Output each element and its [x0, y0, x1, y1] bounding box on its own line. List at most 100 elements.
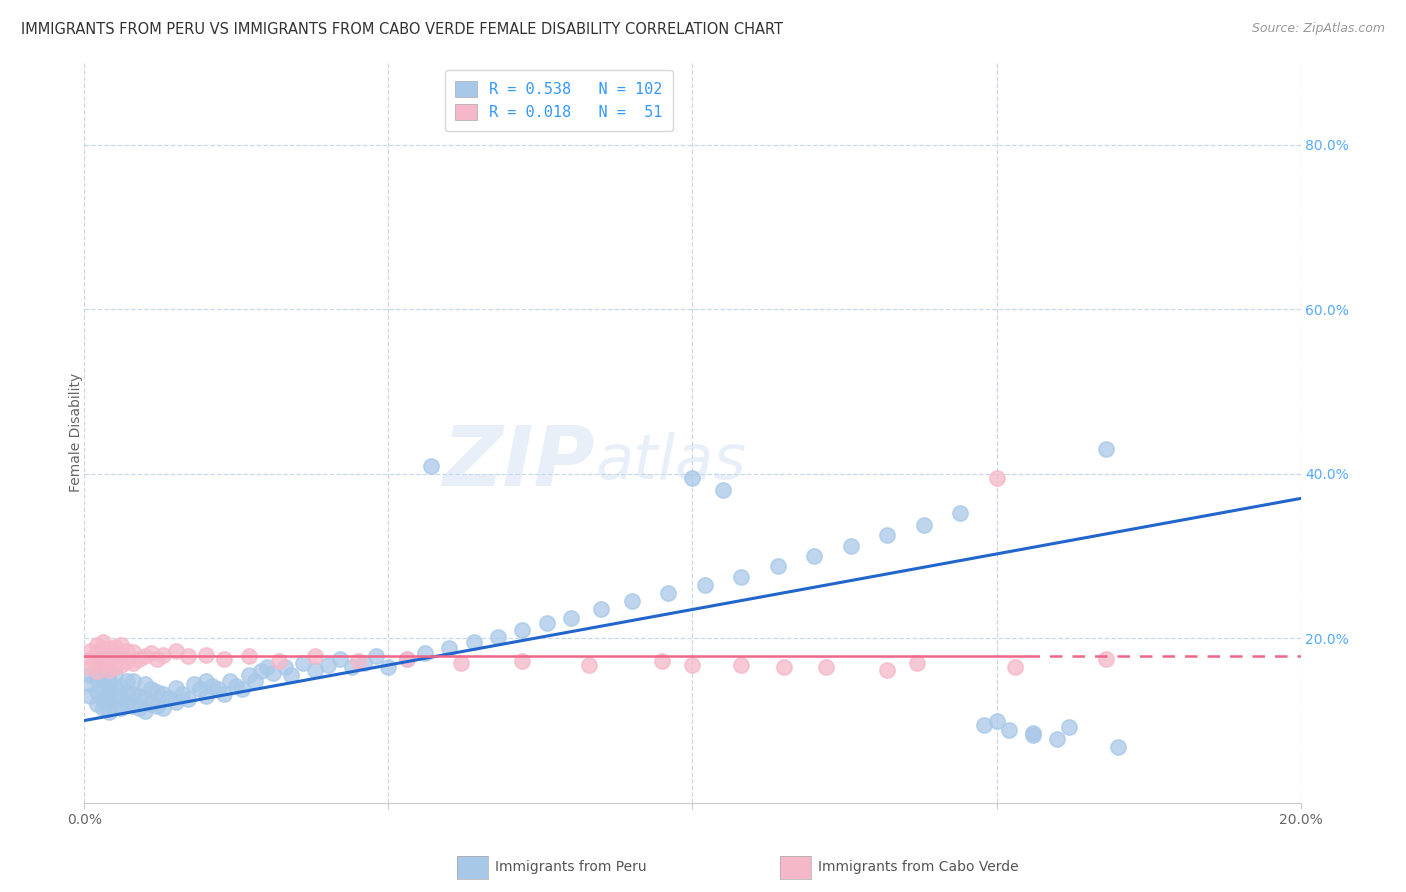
Point: [91, 668, 114, 682]
Point: [1107, 739, 1129, 754]
Point: [772, 660, 794, 674]
Point: [86, 664, 108, 678]
Point: [159, 690, 181, 705]
Point: [280, 668, 302, 682]
Point: [86, 697, 108, 711]
Point: [195, 674, 218, 689]
Point: [122, 698, 145, 713]
Point: [591, 602, 613, 616]
Point: [134, 690, 156, 705]
Point: [122, 645, 145, 659]
Point: [682, 657, 704, 672]
Point: [420, 458, 443, 473]
Point: [97, 664, 120, 678]
Point: [463, 635, 485, 649]
Point: [986, 714, 1008, 728]
Point: [79, 689, 101, 703]
Point: [377, 660, 399, 674]
Point: [146, 685, 169, 699]
Point: [91, 660, 114, 674]
Point: [304, 649, 326, 664]
Point: [104, 689, 127, 703]
Point: [1022, 728, 1045, 742]
Point: [91, 641, 114, 656]
Point: [97, 693, 120, 707]
Point: [122, 674, 145, 689]
Point: [912, 517, 935, 532]
Y-axis label: Female Disability: Female Disability: [69, 373, 83, 492]
Point: [165, 681, 187, 695]
Point: [973, 717, 995, 731]
Point: [803, 549, 825, 563]
Point: [682, 471, 704, 485]
Point: [128, 652, 150, 666]
Point: [536, 616, 558, 631]
Point: [195, 689, 218, 703]
Point: [86, 664, 108, 678]
Point: [201, 679, 224, 693]
Point: [141, 682, 163, 697]
Point: [876, 528, 898, 542]
Point: [110, 701, 132, 715]
Point: [1095, 442, 1118, 456]
Point: [997, 723, 1019, 738]
Point: [395, 652, 418, 666]
Point: [1022, 726, 1045, 740]
Legend: R = 0.538   N = 102, R = 0.018   N =  51: R = 0.538 N = 102, R = 0.018 N = 51: [444, 70, 673, 131]
Text: Immigrants from Peru: Immigrants from Peru: [495, 860, 647, 874]
Point: [225, 679, 247, 693]
Point: [395, 652, 418, 666]
Point: [79, 652, 101, 666]
Point: [578, 657, 600, 672]
Text: Immigrants from Cabo Verde: Immigrants from Cabo Verde: [818, 860, 1019, 874]
Point: [238, 668, 260, 682]
Point: [97, 685, 120, 699]
Point: [97, 674, 120, 689]
Point: [195, 648, 218, 662]
Point: [353, 656, 375, 670]
Point: [256, 660, 278, 674]
Point: [907, 656, 929, 670]
Point: [711, 483, 734, 498]
Point: [450, 656, 472, 670]
Point: [97, 706, 120, 720]
Point: [366, 649, 388, 664]
Point: [86, 673, 108, 687]
Point: [165, 643, 187, 657]
Point: [316, 657, 339, 672]
Point: [134, 676, 156, 690]
Point: [693, 578, 716, 592]
Point: [115, 674, 138, 689]
Point: [122, 687, 145, 701]
Point: [183, 676, 205, 690]
Point: [243, 674, 266, 689]
Point: [86, 646, 108, 660]
Point: [510, 654, 533, 668]
Point: [104, 660, 127, 674]
Point: [249, 664, 271, 678]
Point: [91, 681, 114, 695]
Point: [292, 656, 315, 670]
Point: [347, 654, 370, 668]
Point: [104, 649, 127, 664]
Point: [122, 656, 145, 670]
Point: [146, 698, 169, 713]
Point: [486, 630, 509, 644]
Point: [146, 652, 169, 666]
Text: ZIP: ZIP: [443, 422, 595, 503]
Point: [79, 668, 101, 682]
Point: [110, 638, 132, 652]
Point: [91, 635, 114, 649]
Point: [212, 652, 235, 666]
Point: [620, 594, 643, 608]
Point: [170, 687, 193, 701]
Point: [79, 660, 101, 674]
Point: [152, 648, 174, 662]
Point: [134, 704, 156, 718]
Point: [91, 701, 114, 715]
Point: [766, 558, 789, 573]
Point: [207, 682, 229, 697]
Point: [651, 654, 673, 668]
Point: [97, 641, 120, 656]
Point: [657, 586, 679, 600]
